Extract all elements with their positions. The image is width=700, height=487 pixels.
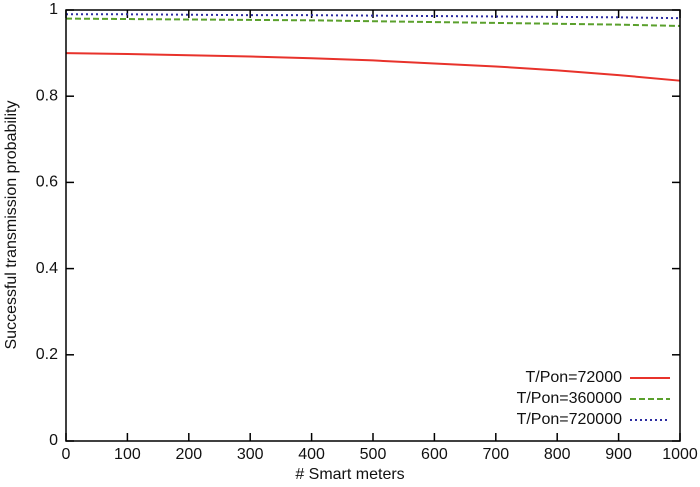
- legend-label: T/Pon=72000: [525, 369, 622, 386]
- x-tick-label: 500: [360, 446, 387, 463]
- legend-label: T/Pon=360000: [517, 390, 623, 407]
- plot-frame: [65, 9, 681, 442]
- x-tick-label: 900: [605, 446, 632, 463]
- y-tick-label: 0.4: [36, 260, 58, 277]
- x-tick-label: 100: [114, 446, 141, 463]
- y-axis-label: Successful transmission probability: [3, 101, 20, 350]
- y-tick-label: 0.2: [36, 346, 58, 363]
- x-tick-label: 1000: [662, 446, 698, 463]
- x-tick-label: 600: [421, 446, 448, 463]
- x-tick-label: 0: [62, 446, 71, 463]
- x-tick-label: 200: [175, 446, 202, 463]
- y-tick-label: 0: [49, 432, 58, 449]
- y-tick-label: 0.6: [36, 174, 58, 191]
- x-tick-label: 700: [482, 446, 509, 463]
- x-tick-label: 400: [298, 446, 325, 463]
- y-tick-label: 1: [49, 1, 58, 18]
- x-tick-label: 300: [237, 446, 264, 463]
- line-series: [66, 13, 681, 20]
- y-tick-label: 0.8: [36, 87, 58, 104]
- x-tick-label: 800: [544, 446, 571, 463]
- x-axis-label: # Smart meters: [295, 466, 404, 483]
- line-series: [65, 52, 681, 82]
- line-series: [65, 17, 681, 27]
- legend-label: T/Pon=720000: [517, 411, 623, 428]
